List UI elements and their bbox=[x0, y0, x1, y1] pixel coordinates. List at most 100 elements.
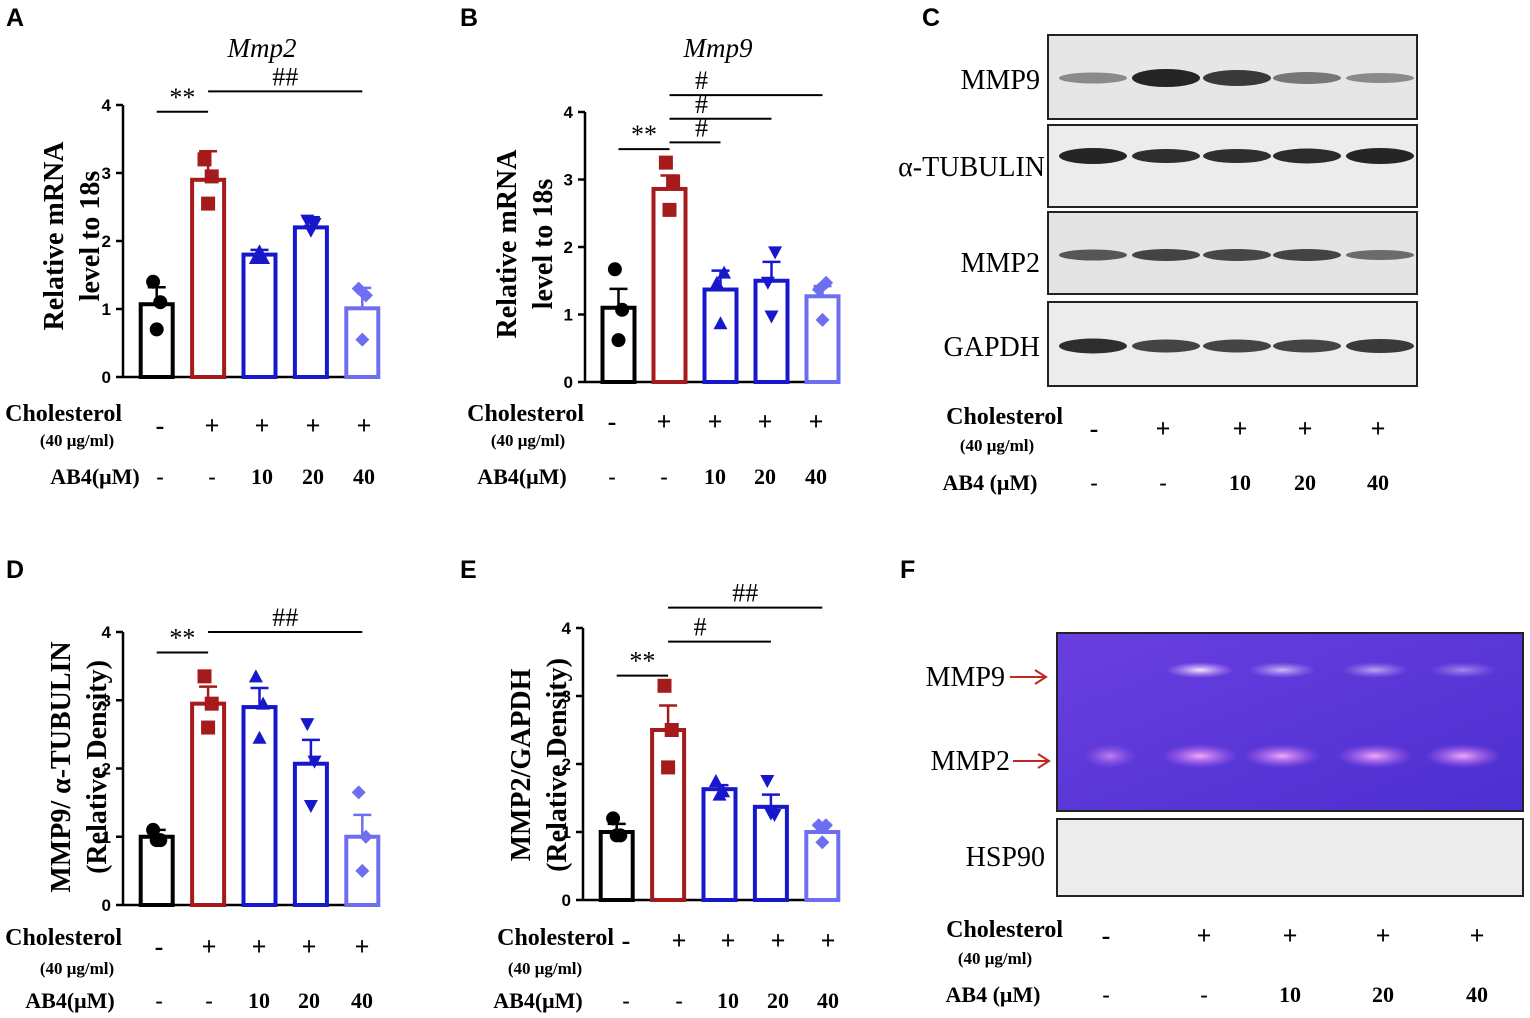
significance-label: ## bbox=[272, 603, 298, 632]
data-point bbox=[815, 835, 830, 850]
data-point bbox=[760, 775, 775, 788]
zymo-band-mmp2 bbox=[1425, 744, 1501, 768]
ab4-label: AB4(μM) bbox=[25, 988, 114, 1013]
y-tick-label: 0 bbox=[102, 368, 111, 387]
zymo-band-mmp9 bbox=[1166, 662, 1234, 678]
data-point bbox=[201, 720, 216, 735]
ab4-dose: 10 bbox=[704, 464, 726, 489]
blot-band bbox=[1273, 148, 1341, 164]
ab4-dose: 10 bbox=[251, 464, 273, 489]
significance-label: # bbox=[695, 66, 708, 95]
zymogram-gel bbox=[1056, 632, 1524, 812]
cholesterol-sign: + bbox=[306, 411, 321, 440]
data-point bbox=[657, 678, 672, 693]
data-point bbox=[708, 774, 723, 787]
concentration-label: (40 μg/ml) bbox=[40, 959, 114, 978]
data-point bbox=[252, 730, 267, 744]
cholesterol-sign: - bbox=[608, 407, 617, 436]
significance-label: ** bbox=[629, 647, 655, 676]
data-point bbox=[613, 828, 628, 843]
ab4-dose: - bbox=[608, 464, 615, 489]
bar bbox=[701, 787, 738, 902]
blot-tubulin bbox=[1047, 124, 1418, 208]
data-point bbox=[662, 202, 677, 217]
zymo-label-mmp2: MMP2 bbox=[931, 746, 1010, 777]
data-point bbox=[197, 669, 212, 684]
data-point bbox=[709, 275, 724, 289]
data-point bbox=[615, 302, 630, 317]
ab4-label: AB4(μM) bbox=[477, 464, 566, 489]
bar bbox=[804, 294, 841, 384]
data-point bbox=[201, 196, 216, 211]
blot-band bbox=[1203, 339, 1271, 353]
cholesterol-sign: + bbox=[1156, 414, 1171, 443]
ab4-dose: 20 bbox=[298, 988, 320, 1013]
cholesterol-sign: + bbox=[758, 407, 773, 436]
y-tick-label: 1 bbox=[102, 828, 111, 847]
arrow-mmp2-icon bbox=[1013, 753, 1051, 769]
significance-label: ** bbox=[169, 623, 195, 652]
blot-band bbox=[1273, 249, 1341, 261]
ab4-dose: - bbox=[205, 988, 212, 1013]
blot-band bbox=[1132, 339, 1200, 353]
data-point bbox=[661, 760, 676, 775]
data-point bbox=[303, 800, 318, 814]
cholesterol-sign: - bbox=[622, 926, 631, 955]
zymo-label-mmp9: MMP9 bbox=[926, 662, 1005, 693]
data-point bbox=[658, 155, 673, 170]
data-point bbox=[351, 785, 366, 800]
cholesterol-sign: + bbox=[355, 932, 370, 961]
ab4-dose: 40 bbox=[805, 464, 827, 489]
cholesterol-sign: + bbox=[1298, 414, 1313, 443]
y-axis-label-line: Relative mRNA bbox=[492, 149, 523, 339]
panel-label-c: C bbox=[922, 4, 940, 32]
data-point bbox=[713, 316, 728, 330]
data-point bbox=[717, 265, 732, 279]
data-point bbox=[204, 169, 219, 184]
concentration-label: (40 μg/ml) bbox=[508, 959, 582, 978]
cholesterol-sign: - bbox=[1102, 921, 1111, 950]
y-tick-label: 3 bbox=[562, 687, 571, 706]
condition-block: Cholesterol (40 μg/ml) AB4(μM) - - + - +10 +20 +4… bbox=[493, 925, 839, 1013]
significance-label: # bbox=[695, 90, 708, 119]
y-tick-label: 1 bbox=[562, 823, 571, 842]
chart-title: Mmp9 bbox=[683, 33, 753, 63]
bar bbox=[292, 225, 329, 379]
ab4-dose: - bbox=[1102, 982, 1109, 1007]
cholesterol-sign: + bbox=[1283, 921, 1298, 950]
data-point bbox=[819, 275, 834, 290]
significance-label: ## bbox=[732, 579, 758, 608]
blot-band bbox=[1346, 148, 1414, 164]
cholesterol-sign: - bbox=[156, 411, 165, 440]
cholesterol-sign: + bbox=[672, 926, 687, 955]
data-point bbox=[355, 332, 370, 347]
blot-band bbox=[1346, 339, 1414, 353]
y-axis-label-line: (Relative Density) bbox=[542, 658, 573, 872]
y-tick-label: 0 bbox=[564, 373, 573, 392]
condition-block: Cholesterol (40 μg/ml) AB4(μM) - - + - +10 +20 +4… bbox=[5, 925, 373, 1013]
y-tick-label: 2 bbox=[102, 232, 111, 251]
data-point bbox=[607, 262, 622, 277]
y-tick-label: 3 bbox=[564, 171, 573, 190]
panel-label-a: A bbox=[6, 4, 24, 32]
concentration-label: (40 μg/ml) bbox=[40, 431, 114, 450]
cholesterol-sign: + bbox=[357, 411, 372, 440]
cholesterol-label: Cholesterol bbox=[467, 401, 584, 427]
blot-band bbox=[1132, 249, 1200, 261]
blot-band bbox=[1132, 69, 1200, 87]
ab4-dose: 40 bbox=[1466, 982, 1488, 1007]
data-point bbox=[153, 295, 168, 310]
data-point bbox=[767, 809, 782, 822]
bar bbox=[650, 728, 687, 902]
data-point bbox=[204, 696, 219, 711]
panel-label-b: B bbox=[460, 4, 478, 32]
cholesterol-sign: + bbox=[657, 407, 672, 436]
arrow-mmp9-icon bbox=[1010, 669, 1048, 685]
ab4-dose: 20 bbox=[1294, 470, 1316, 495]
data-point bbox=[256, 696, 271, 710]
data-point bbox=[153, 833, 168, 848]
ab4-dose: 40 bbox=[817, 988, 839, 1013]
ab4-dose: - bbox=[660, 464, 667, 489]
